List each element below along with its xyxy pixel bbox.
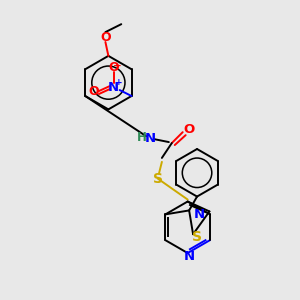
Text: −: −	[113, 61, 122, 71]
Text: N: N	[194, 208, 205, 221]
Text: S: S	[153, 172, 163, 186]
Text: N: N	[108, 81, 119, 94]
Text: H: H	[137, 130, 147, 144]
Text: O: O	[88, 85, 99, 98]
Text: O: O	[183, 123, 194, 136]
Text: S: S	[192, 230, 202, 244]
Text: +: +	[115, 78, 122, 87]
Text: O: O	[100, 31, 111, 44]
Text: N: N	[184, 250, 195, 263]
Text: O: O	[108, 61, 119, 74]
Text: N: N	[144, 132, 156, 145]
